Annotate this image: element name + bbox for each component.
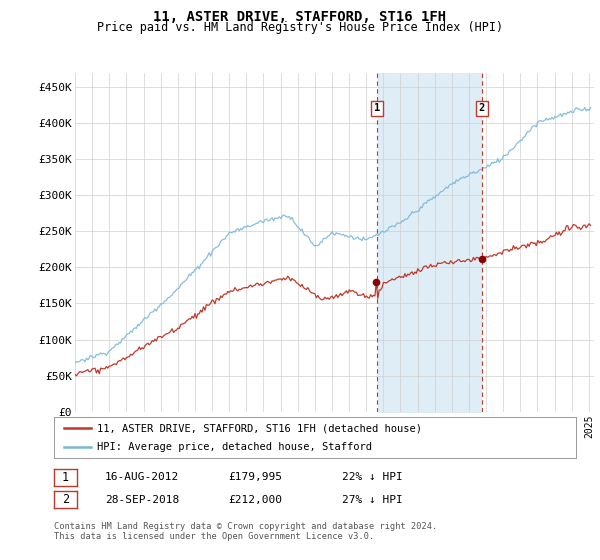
Text: 11, ASTER DRIVE, STAFFORD, ST16 1FH: 11, ASTER DRIVE, STAFFORD, ST16 1FH [154,10,446,24]
Text: 28-SEP-2018: 28-SEP-2018 [105,494,179,505]
Text: 1: 1 [374,104,380,113]
Text: HPI: Average price, detached house, Stafford: HPI: Average price, detached house, Staf… [97,442,373,452]
Text: £179,995: £179,995 [228,472,282,482]
Text: Price paid vs. HM Land Registry's House Price Index (HPI): Price paid vs. HM Land Registry's House … [97,21,503,34]
Text: 2: 2 [479,104,485,113]
Text: 11, ASTER DRIVE, STAFFORD, ST16 1FH (detached house): 11, ASTER DRIVE, STAFFORD, ST16 1FH (det… [97,423,422,433]
Text: Contains HM Land Registry data © Crown copyright and database right 2024.
This d: Contains HM Land Registry data © Crown c… [54,522,437,542]
Text: 22% ↓ HPI: 22% ↓ HPI [342,472,403,482]
Text: 2: 2 [62,493,69,506]
Text: 27% ↓ HPI: 27% ↓ HPI [342,494,403,505]
Text: 1: 1 [62,470,69,484]
Text: £212,000: £212,000 [228,494,282,505]
Text: 16-AUG-2012: 16-AUG-2012 [105,472,179,482]
